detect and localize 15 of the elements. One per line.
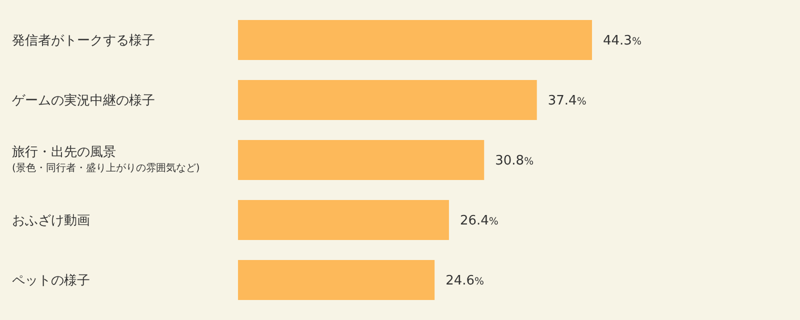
data-label: 44.3% [603,34,642,49]
y-tick-label: 発信者がトークする様子 [12,34,155,49]
y-tick-label: ゲームの実況中継の様子 [12,92,155,109]
bar [238,20,592,60]
y-tick-label: ペットの様子 [12,274,90,289]
bar [238,140,484,180]
bar [238,260,435,300]
bar [238,80,537,120]
y-tick-label: 旅行・出先の風景 (景色・同行者・盛り上がりの雰囲気など) [12,145,200,174]
y-tick-label: おふざけ動画 [12,214,90,229]
bar [238,200,449,240]
data-label: 37.4% [548,94,586,109]
data-label: 30.8% [495,154,534,169]
data-label: 26.4% [460,214,498,229]
data-label: 24.6% [446,274,484,289]
